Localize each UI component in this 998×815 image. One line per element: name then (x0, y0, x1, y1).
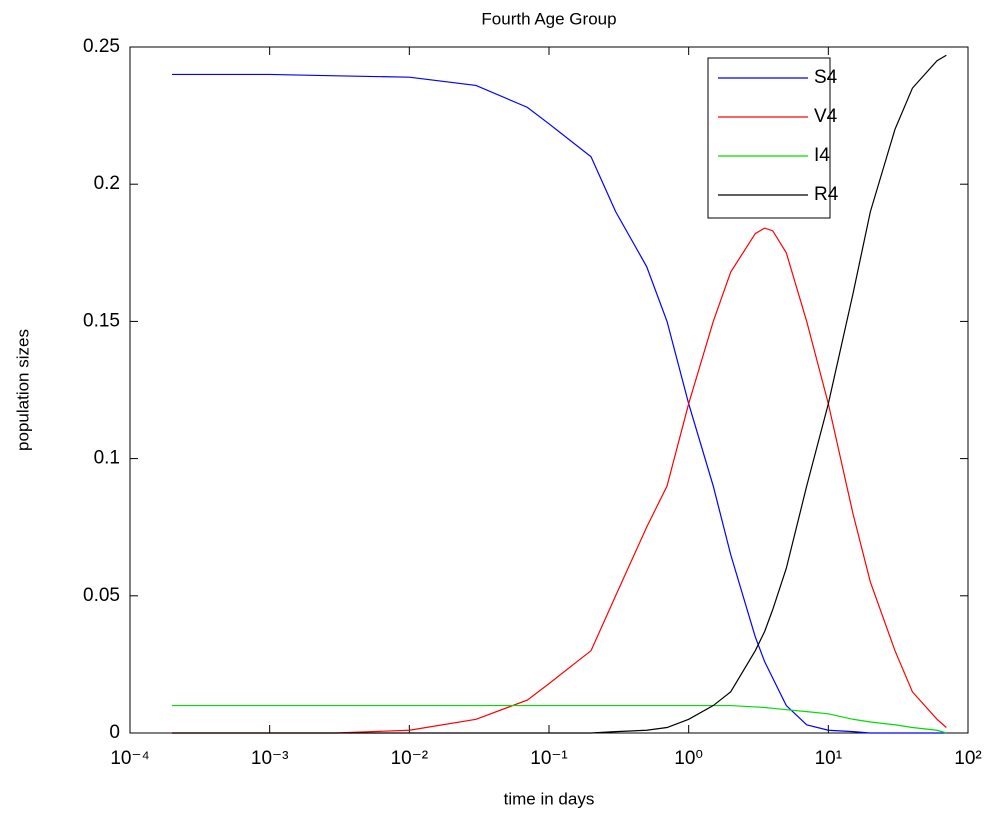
y-tick-label: 0.25 (83, 36, 120, 57)
y-tick-label: 0.2 (94, 173, 120, 194)
x-tick-label: 10⁻⁴ (110, 748, 149, 769)
x-tick-label: 10⁻¹ (530, 748, 568, 769)
y-tick-label: 0.1 (94, 448, 120, 469)
chart-title: Fourth Age Group (481, 9, 616, 28)
legend-label: S4 (814, 67, 838, 88)
y-axis-label: population sizes (13, 329, 32, 451)
y-tick-label: 0.15 (83, 310, 120, 331)
legend-label: R4 (814, 184, 839, 205)
x-tick-label: 10¹ (815, 748, 842, 769)
series-line (172, 704, 947, 734)
x-axis-label: time in days (504, 789, 595, 808)
series-line (172, 73, 947, 734)
series-line (172, 54, 947, 734)
legend-box (707, 57, 831, 219)
y-tick-label: 0 (109, 722, 120, 743)
x-tick-label: 10⁻³ (251, 748, 289, 769)
series-line (172, 227, 947, 734)
x-tick-label: 10² (954, 748, 981, 769)
legend-label: I4 (814, 145, 830, 166)
legend-label: V4 (814, 106, 838, 127)
x-tick-label: 10⁻² (391, 748, 429, 769)
x-tick-label: 10⁰ (674, 748, 703, 769)
y-tick-label: 0.05 (83, 585, 120, 606)
